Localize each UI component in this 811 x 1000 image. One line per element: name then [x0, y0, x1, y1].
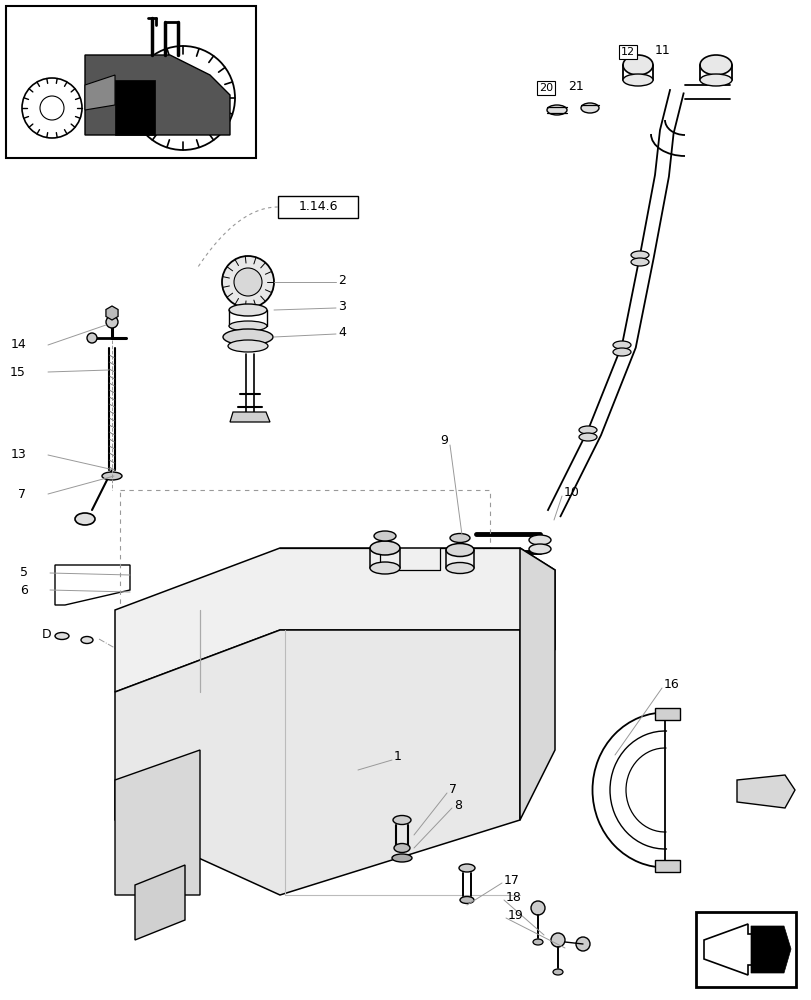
Polygon shape — [736, 775, 794, 808]
Ellipse shape — [581, 103, 599, 113]
Ellipse shape — [612, 341, 630, 349]
Ellipse shape — [578, 426, 596, 434]
Ellipse shape — [223, 329, 272, 345]
Text: 20: 20 — [539, 83, 552, 93]
Circle shape — [40, 96, 64, 120]
Circle shape — [551, 933, 564, 947]
Ellipse shape — [630, 258, 648, 266]
Ellipse shape — [458, 864, 474, 872]
Ellipse shape — [102, 472, 122, 480]
Text: 21: 21 — [568, 80, 583, 93]
Bar — [277, 196, 358, 218]
Text: 12: 12 — [620, 47, 634, 57]
Polygon shape — [105, 306, 118, 320]
Circle shape — [221, 256, 273, 308]
Polygon shape — [115, 80, 155, 135]
Polygon shape — [519, 548, 554, 820]
Polygon shape — [230, 412, 270, 422]
Ellipse shape — [370, 541, 400, 555]
Bar — [654, 860, 679, 872]
Text: 3: 3 — [337, 300, 345, 312]
Text: 4: 4 — [337, 326, 345, 338]
Ellipse shape — [228, 340, 268, 352]
Ellipse shape — [622, 74, 652, 86]
Ellipse shape — [547, 105, 566, 115]
Circle shape — [22, 78, 82, 138]
Text: 13: 13 — [11, 448, 26, 462]
Ellipse shape — [456, 563, 478, 573]
Circle shape — [106, 316, 118, 328]
Ellipse shape — [393, 843, 410, 852]
Bar — [695, 912, 795, 987]
Text: 2: 2 — [337, 273, 345, 286]
Text: 1.14.6: 1.14.6 — [298, 200, 337, 214]
Text: 15: 15 — [10, 365, 26, 378]
Bar — [6, 6, 255, 158]
Polygon shape — [703, 924, 783, 975]
Text: 9: 9 — [440, 434, 448, 446]
Circle shape — [530, 901, 544, 915]
Ellipse shape — [699, 55, 731, 75]
Text: 19: 19 — [508, 909, 523, 922]
Circle shape — [575, 937, 590, 951]
Polygon shape — [85, 55, 230, 135]
Ellipse shape — [75, 513, 95, 525]
Ellipse shape — [532, 939, 543, 945]
Polygon shape — [115, 548, 554, 692]
Polygon shape — [135, 865, 185, 940]
Text: 6: 6 — [20, 584, 28, 596]
Ellipse shape — [229, 304, 267, 316]
Ellipse shape — [622, 55, 652, 75]
Text: 16: 16 — [663, 678, 679, 690]
Ellipse shape — [528, 535, 551, 545]
Ellipse shape — [55, 633, 69, 640]
Ellipse shape — [449, 534, 470, 542]
Text: 17: 17 — [504, 874, 519, 887]
Polygon shape — [115, 630, 519, 895]
Circle shape — [131, 46, 234, 150]
Ellipse shape — [445, 562, 474, 574]
Polygon shape — [750, 926, 790, 973]
Text: 7: 7 — [448, 783, 457, 796]
Circle shape — [161, 76, 204, 120]
Polygon shape — [115, 750, 200, 895]
Text: D: D — [42, 629, 52, 642]
Bar — [654, 708, 679, 720]
Ellipse shape — [630, 251, 648, 259]
Text: 8: 8 — [453, 799, 461, 812]
Ellipse shape — [612, 348, 630, 356]
Ellipse shape — [456, 573, 478, 583]
Text: 7: 7 — [18, 488, 26, 500]
Ellipse shape — [699, 74, 731, 86]
Text: 11: 11 — [654, 44, 670, 57]
Ellipse shape — [445, 544, 474, 556]
Text: 5: 5 — [20, 566, 28, 580]
Ellipse shape — [578, 433, 596, 441]
Text: 14: 14 — [11, 338, 26, 352]
Text: 1: 1 — [393, 750, 401, 764]
Ellipse shape — [552, 969, 562, 975]
Ellipse shape — [81, 637, 93, 644]
Circle shape — [234, 268, 262, 296]
Polygon shape — [85, 75, 115, 110]
Text: 10: 10 — [564, 486, 579, 498]
Ellipse shape — [229, 321, 267, 331]
Ellipse shape — [370, 562, 400, 574]
Ellipse shape — [460, 896, 474, 903]
Polygon shape — [55, 565, 130, 605]
Ellipse shape — [393, 815, 410, 824]
Ellipse shape — [374, 531, 396, 541]
Ellipse shape — [528, 544, 551, 554]
Circle shape — [87, 333, 97, 343]
Ellipse shape — [392, 854, 411, 862]
Text: 18: 18 — [505, 891, 521, 904]
